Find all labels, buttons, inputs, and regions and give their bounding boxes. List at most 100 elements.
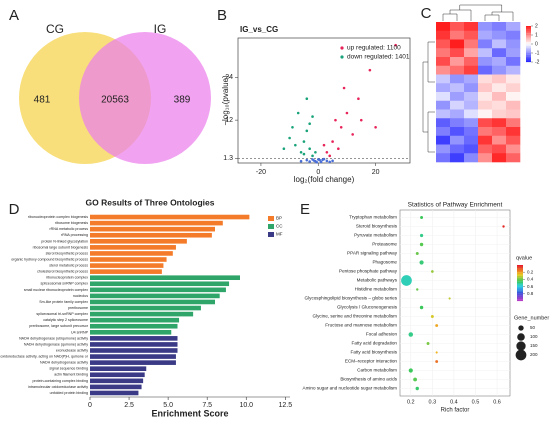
legend-swatch — [268, 232, 274, 237]
heat-cell — [450, 65, 465, 75]
y-tick-label: protein N-linked glycosylation — [41, 239, 88, 243]
heat-cell — [506, 57, 521, 67]
point — [316, 158, 320, 161]
point — [394, 43, 397, 47]
heat-cell — [436, 135, 451, 145]
heat-cell — [450, 153, 465, 163]
colorbar-step — [517, 270, 523, 273]
colorbar-step — [526, 35, 531, 37]
heat-cell — [492, 30, 507, 40]
colorbar-label: 1 — [535, 32, 538, 38]
heat-cell — [506, 48, 521, 58]
y-tick-label: spliceosomal snRNP complex — [41, 282, 89, 286]
bar — [90, 214, 250, 220]
set-label: IG — [154, 22, 167, 36]
heat-cell — [464, 144, 479, 154]
heat-cell — [478, 48, 493, 58]
heat-cell — [506, 109, 521, 119]
bubble — [431, 270, 434, 273]
y-tick-label: signal sequence binding — [49, 367, 88, 371]
point — [334, 118, 337, 122]
y-tick-label: Carbon metabolism — [357, 368, 397, 373]
heat-cell — [450, 22, 465, 32]
heat-cell — [478, 153, 493, 163]
chart-title: IG_vs_CG — [240, 25, 278, 34]
x-tick-label: 0.4 — [450, 399, 458, 405]
legend-label: CC — [276, 224, 283, 229]
bubble — [419, 242, 424, 247]
bubble — [426, 342, 430, 345]
count-label: 20563 — [101, 95, 129, 106]
heat-cell — [478, 65, 493, 75]
x-tick-label: 0.5 — [472, 399, 480, 405]
heat-cell — [506, 118, 521, 128]
x-tick-label: 5.0 — [163, 402, 173, 409]
heat-cell — [450, 127, 465, 137]
bubble — [435, 360, 439, 363]
y-tick-label: Pentose phosphate pathway — [339, 269, 398, 274]
colorbar-step — [517, 293, 523, 296]
x-tick-label: -20 — [256, 169, 266, 176]
panel-letter: D — [9, 201, 20, 218]
point — [314, 150, 317, 154]
panel-letter: A — [9, 7, 19, 24]
colorbar-step — [526, 51, 531, 54]
heat-cell — [436, 92, 451, 102]
y-tick-label: preribosome, large subunit precursor — [29, 324, 89, 328]
heat-cell — [478, 92, 493, 102]
heat-cell — [478, 83, 493, 93]
y-tick-label: Phagosome — [372, 260, 397, 265]
panel-letter: C — [421, 5, 432, 22]
heat-cell — [506, 92, 521, 102]
point — [312, 159, 316, 162]
panel-letter: E — [300, 201, 310, 218]
x-tick-label: 20 — [372, 169, 380, 176]
bar — [90, 293, 220, 299]
point — [305, 97, 309, 101]
heat-cell — [464, 83, 479, 93]
colorbar-step — [526, 36, 531, 39]
legend-label: BP — [276, 216, 282, 221]
colorbar-step — [517, 272, 523, 275]
plot-frame — [399, 209, 511, 397]
heat-cell — [478, 135, 493, 145]
colorbar-label: 0.4 — [527, 277, 534, 282]
x-axis-label: Rich factor — [441, 408, 470, 414]
size-key — [517, 333, 525, 341]
heat-cell — [436, 30, 451, 40]
heat-cell — [492, 127, 507, 137]
point — [305, 158, 309, 162]
heat-cell — [478, 57, 493, 67]
size-label: 100 — [530, 334, 538, 339]
point — [322, 143, 326, 147]
heat-cell — [506, 135, 521, 145]
chart-title: GO Results of Three Ontologies — [86, 197, 215, 207]
heat-cell — [450, 100, 465, 110]
heat-cell — [492, 153, 507, 163]
y-tick-label: NADH dehydrogenase (ubiquinone) activity — [19, 336, 88, 340]
legend-swatch — [268, 224, 274, 229]
bar — [90, 269, 162, 274]
y-tick-label: preribosome — [68, 306, 88, 310]
y-tick-label: Fatty acid degradation — [352, 341, 398, 346]
heat-cell — [506, 39, 521, 49]
bar — [90, 220, 223, 226]
heat-cell — [450, 30, 465, 40]
point — [288, 136, 291, 140]
colorbar-step — [526, 33, 531, 36]
heat-cell — [478, 118, 493, 128]
x-tick-label: 0.2 — [407, 399, 415, 405]
bar — [90, 366, 147, 372]
x-tick-label: 7.5 — [202, 402, 212, 409]
y-tick-label: Sm-like protein family complex — [39, 300, 88, 304]
heat-cell — [436, 118, 451, 128]
colorbar-step — [517, 292, 523, 294]
bar — [90, 317, 180, 323]
heat-cell — [492, 22, 507, 32]
heat-cell — [478, 144, 493, 154]
colorbar-step — [517, 281, 523, 284]
point — [328, 160, 332, 164]
point — [331, 159, 334, 163]
y-tick-label: intramolecular oxidoreductase activity — [28, 385, 88, 389]
